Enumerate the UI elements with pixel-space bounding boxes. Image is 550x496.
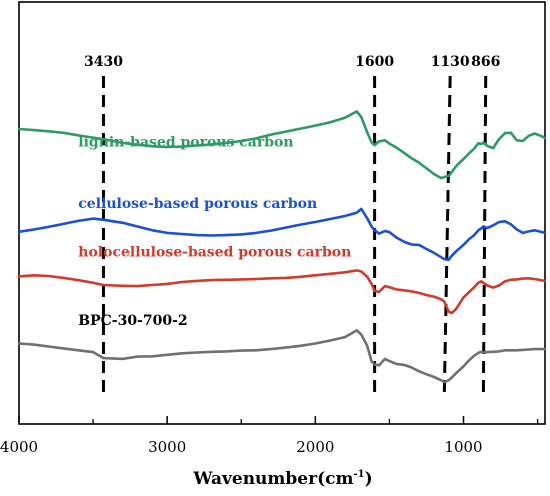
series-label-4: BPC-30-700-2 [78,313,187,329]
peak-line-1130 [442,75,452,399]
x-axis-ticks: 4000 3000 2000 1000 [0,416,539,456]
x-tick-label-2000: 2000 [296,438,334,456]
series-labels: lignin-based porous carbon cellulose-base… [78,134,351,329]
plot-frame [18,1,546,425]
peak-label-3430: 3430 [84,54,123,70]
peak-label-1130: 1130 [431,54,470,70]
peak-label-866: 866 [471,54,500,70]
x-tick-label-1000: 1000 [444,438,482,456]
x-tick-label-4000: 4000 [0,438,38,456]
x-tick-label-3000: 3000 [148,438,186,456]
series-lines [17,110,547,384]
series-line-1 [17,110,547,180]
series-label-2: cellulose-based porous carbon [78,196,317,212]
series-line-4 [17,329,547,384]
peak-line-866 [481,75,488,399]
series-label-3: holocellulose-based porous carbon [78,245,351,261]
x-axis-title: Wavenumber(cm-1) [192,469,372,489]
series-line-2 [17,207,547,262]
series-line-3 [17,269,547,315]
peak-label-1600: 1600 [355,54,394,70]
peak-markers: 3430 1600 1130 866 [84,54,500,399]
series-label-1: lignin-based porous carbon [78,134,293,150]
